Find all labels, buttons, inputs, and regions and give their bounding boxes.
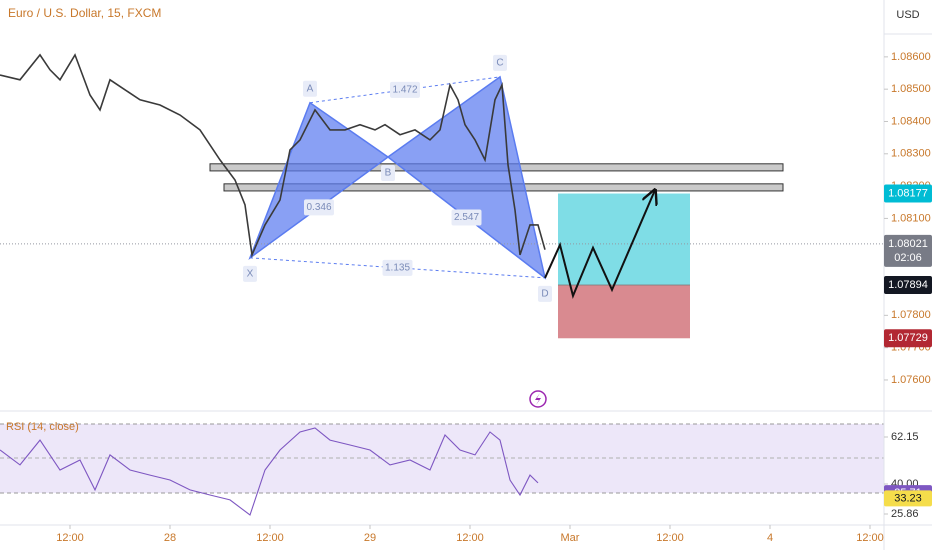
price-label: 1.07894: [888, 279, 928, 291]
rsi-tick-label: 62.15: [891, 431, 919, 443]
pattern-leg: [249, 257, 546, 279]
x-tick-label: 28: [164, 532, 176, 544]
pattern-ratio: 1.472: [392, 84, 417, 95]
ratio-box: [390, 81, 420, 98]
alert-icon[interactable]: [529, 390, 547, 408]
price-line: [0, 53, 546, 258]
x-tick-label: 29: [364, 532, 376, 544]
point-box: [243, 265, 257, 282]
y-tick-label: 1.08100: [891, 212, 931, 224]
price-label-box: [884, 275, 932, 294]
plot-layer: 12:00 28 12:00 29 12:00 Mar 12:00 4 12:00 1.08600…: [0, 51, 932, 544]
currency-label[interactable]: USD: [896, 9, 919, 21]
pattern-point-label: C: [496, 58, 503, 69]
rsi-value-label: 33.23: [894, 492, 922, 504]
pattern-point-label: A: [307, 83, 314, 94]
rsi-tick-label: 25.86: [891, 508, 919, 520]
y-tick-label: 1.08400: [891, 115, 931, 127]
pattern-ratio: 2.547: [454, 212, 479, 223]
pattern-point-label: B: [385, 168, 392, 179]
rsi-title: RSI (14, close): [6, 421, 79, 433]
last-price-label: 1.08021: [888, 238, 928, 250]
pattern-ratio: 0.346: [306, 202, 331, 213]
countdown-label: 02:06: [894, 252, 922, 264]
projection-path: [544, 190, 655, 300]
point-box: [538, 285, 552, 302]
loss-zone: [558, 284, 690, 339]
pattern-leg: [309, 76, 501, 104]
ratio-box: [451, 209, 482, 226]
rsi-value-box: [884, 490, 932, 507]
x-tick-label: Mar: [561, 532, 580, 544]
price-label: 1.08177: [888, 187, 928, 199]
x-tick-label: 12:00: [456, 532, 484, 544]
y-tick-label: 1.08600: [891, 51, 931, 63]
point-box: [381, 165, 395, 182]
chart-title: Euro / U.S. Dollar, 15, FXCM: [8, 6, 161, 20]
y-tick-label: 1.07800: [891, 309, 931, 321]
profit-zone: [558, 193, 690, 285]
y-tick-label: 1.07600: [891, 374, 931, 386]
x-tick-label: 4: [767, 532, 773, 544]
ratio-box: [304, 199, 334, 216]
x-tick-label: 12:00: [856, 532, 884, 544]
point-box: [303, 80, 317, 97]
pattern-ratio: 1.135: [385, 262, 410, 273]
x-tick-label: 12:00: [56, 532, 84, 544]
price-label-box: [884, 329, 932, 348]
pattern-point-label: D: [541, 288, 548, 299]
price-label-box: [884, 184, 932, 203]
ratio-box: [382, 259, 413, 276]
x-tick-label: 12:00: [256, 532, 284, 544]
pattern-point-label: X: [247, 268, 254, 279]
price-line: [0, 427, 539, 516]
x-tick-label: 12:00: [656, 532, 684, 544]
y-tick-label: 1.08500: [891, 83, 931, 95]
price-label: 1.07729: [888, 332, 928, 344]
last-price-box: [884, 234, 932, 267]
y-tick-label: 1.08300: [891, 148, 931, 160]
point-box: [493, 54, 507, 71]
